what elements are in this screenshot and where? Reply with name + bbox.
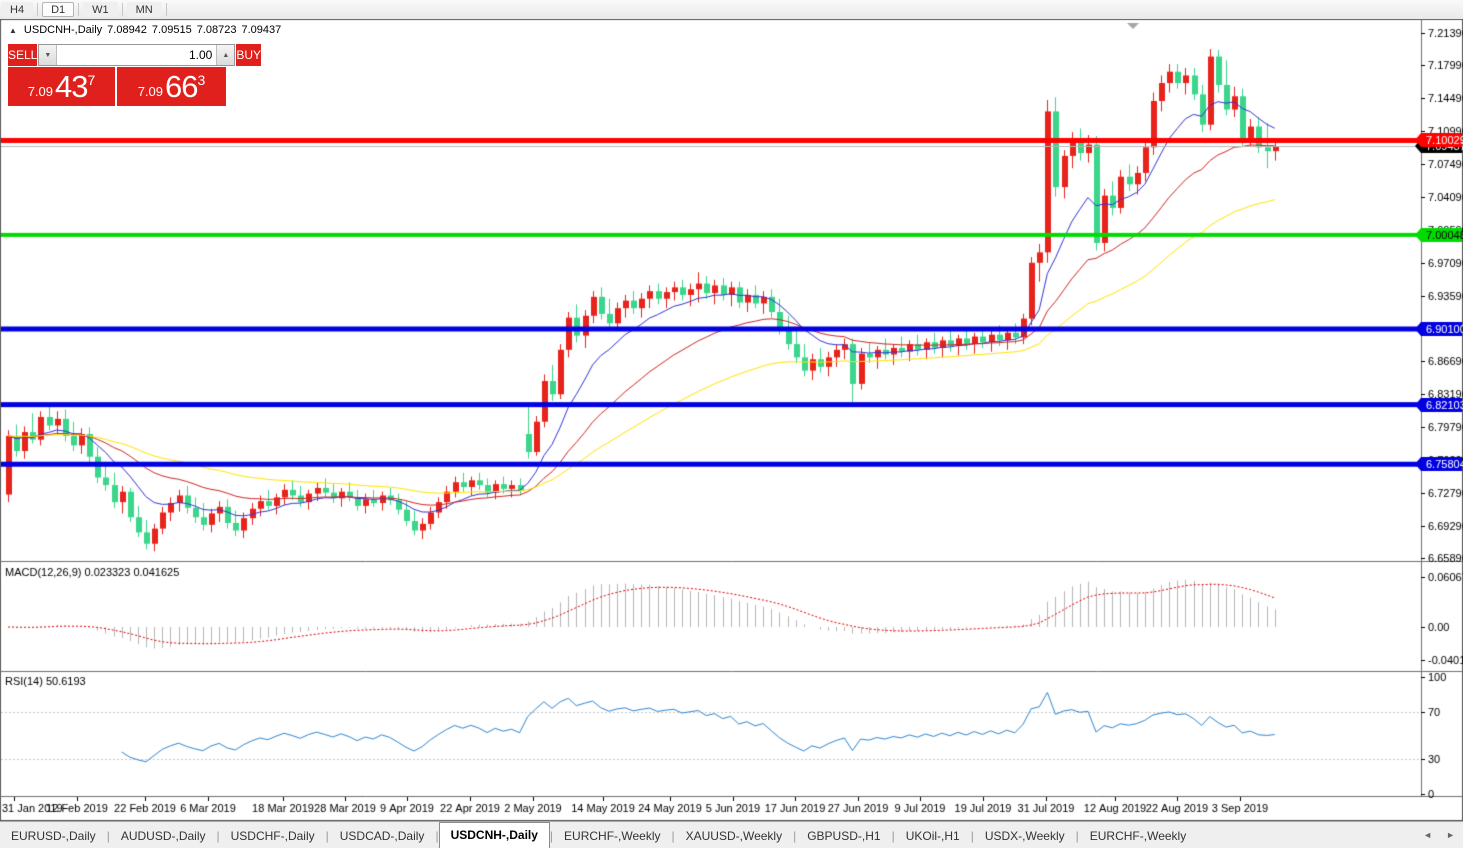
tab-divider: | <box>793 829 797 843</box>
sell-price-button[interactable]: 7.09 43 7 <box>8 67 115 106</box>
ohlc-open: 7.08942 <box>107 24 147 36</box>
tab-scroll-arrows: ◄ ► <box>1423 829 1455 841</box>
sell-price-pip-digit: 7 <box>87 71 96 88</box>
buy-price-pip-digit: 3 <box>197 71 206 88</box>
tab-scroll-left-icon[interactable]: ◄ <box>1423 830 1433 840</box>
sell-price-prefix: 7.09 <box>27 84 54 99</box>
sell-button[interactable]: SELL <box>8 44 38 66</box>
collapse-trade-panel-icon[interactable]: ▲ <box>9 25 17 35</box>
ohlc-close: 7.09437 <box>241 24 282 36</box>
volume-decrease-button[interactable]: ▼ <box>39 45 58 65</box>
tab-divider: | <box>435 829 439 843</box>
tab-divider: | <box>671 829 675 843</box>
chart-symbol-title: USDCNH-,Daily <box>23 24 103 36</box>
volume-input[interactable] <box>57 45 217 65</box>
toolbar-separator <box>78 3 80 16</box>
toolbar-separator <box>37 3 39 16</box>
timeframe-h4-button[interactable]: H4 <box>1 2 34 17</box>
tab-usdcnh-daily[interactable]: USDCNH-,Daily <box>438 822 550 848</box>
price-chart-canvas[interactable] <box>0 19 1463 821</box>
chart-header: ▲ USDCNH-,Daily 7.08942 7.09515 7.08723 … <box>9 24 281 36</box>
timeframe-d1-button[interactable]: D1 <box>42 2 75 17</box>
volume-increase-button[interactable]: ▲ <box>216 45 235 65</box>
chevron-down-icon: ▼ <box>44 51 52 59</box>
one-click-trade-widget: SELL ▼ ▲ BUY 7.09 43 7 7.09 66 3 <box>8 44 262 106</box>
tab-divider: | <box>106 829 110 843</box>
tab-xauusd-weekly[interactable]: XAUUSD-,Weekly <box>685 829 783 843</box>
tab-divider: | <box>1075 829 1079 843</box>
tab-scroll-right-icon[interactable]: ► <box>1446 830 1455 840</box>
chart-tab-bar: EURUSD-,Daily | AUDUSD-,Daily | USDCHF-,Dail… <box>0 821 1463 848</box>
buy-button[interactable]: BUY <box>236 44 262 66</box>
sell-price-big-digits: 43 <box>55 68 88 104</box>
tab-eurchf-weekly[interactable]: EURCHF-,Weekly <box>564 829 661 843</box>
timeframe-toolbar: H4 D1 W1 MN <box>0 0 1463 19</box>
toolbar-separator <box>121 3 123 16</box>
tab-divider: | <box>325 829 329 843</box>
ohlc-low: 7.08723 <box>196 24 237 36</box>
tab-audusd-daily[interactable]: AUDUSD-,Daily <box>120 829 206 843</box>
tab-divider: | <box>891 829 895 843</box>
tab-usdcad-daily[interactable]: USDCAD-,Daily <box>339 829 425 843</box>
tab-usdx-weekly[interactable]: USDX-,Weekly <box>984 829 1065 843</box>
tab-eurchf-weekly[interactable]: EURCHF-,Weekly <box>1089 829 1187 843</box>
tab-usdchf-daily[interactable]: USDCHF-,Daily <box>230 829 315 843</box>
tab-ukoil-h1[interactable]: UKOil-,H1 <box>905 829 960 843</box>
tab-divider: | <box>549 829 554 843</box>
timeframe-w1-button[interactable]: W1 <box>83 2 118 17</box>
buy-price-big-digits: 66 <box>165 68 198 104</box>
timeframe-mn-button[interactable]: MN <box>126 2 162 17</box>
tab-divider: | <box>216 829 220 843</box>
buy-price-button[interactable]: 7.09 66 3 <box>117 67 226 106</box>
buy-price-prefix: 7.09 <box>137 84 164 99</box>
volume-spinner: ▼ ▲ <box>38 44 236 66</box>
chevron-up-icon: ▲ <box>222 51 230 59</box>
tab-eurusd-daily[interactable]: EURUSD-,Daily <box>11 829 96 843</box>
tab-divider: | <box>970 829 974 843</box>
ohlc-high: 7.09515 <box>151 24 192 36</box>
tab-gbpusd-h1[interactable]: GBPUSD-,H1 <box>807 829 881 843</box>
toolbar-separator <box>165 3 167 16</box>
